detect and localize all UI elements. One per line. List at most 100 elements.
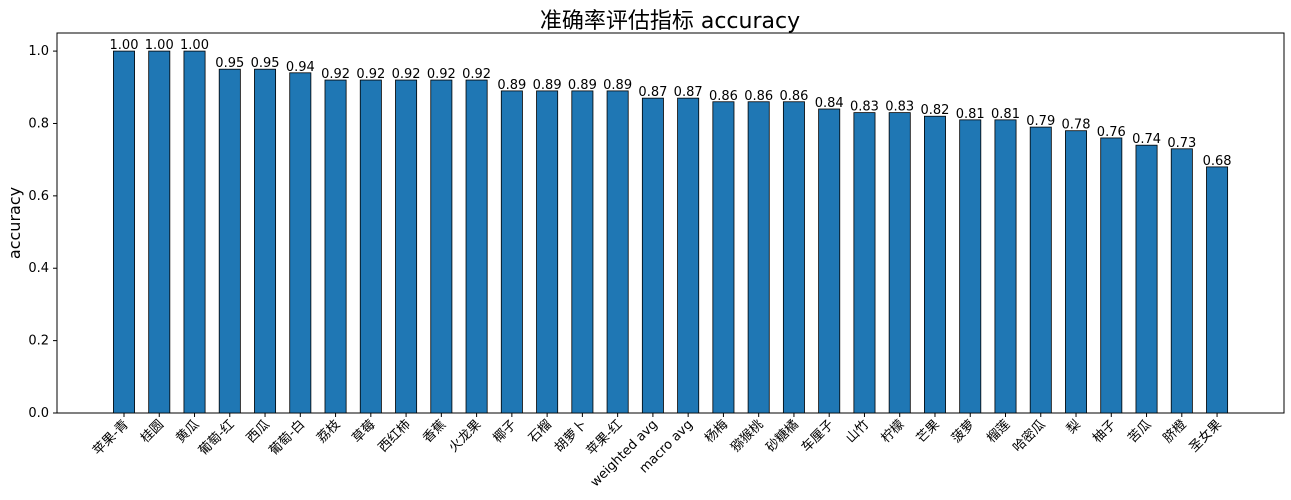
bar — [289, 72, 312, 414]
bar — [1206, 166, 1229, 414]
bar — [888, 112, 911, 414]
data-label: 0.86 — [744, 89, 773, 104]
bar — [359, 79, 382, 414]
bar — [1029, 126, 1052, 414]
bar — [571, 90, 594, 414]
bar — [924, 115, 946, 414]
data-label: 0.73 — [1167, 136, 1196, 151]
bar — [994, 119, 1017, 414]
x-tick-label: 柠檬 — [879, 417, 908, 446]
data-label: 0.68 — [1203, 154, 1232, 169]
bar — [641, 97, 664, 414]
data-label: 0.81 — [991, 107, 1020, 122]
x-tick-label: 黄瓜 — [173, 417, 202, 446]
bar — [1135, 144, 1158, 414]
x-tick-label: 柚子 — [1090, 417, 1119, 446]
x-tick-label: 苦瓜 — [1125, 417, 1155, 447]
chart-title: 准确率评估指标 accuracy — [540, 9, 800, 34]
data-label: 0.92 — [356, 67, 385, 82]
bar — [1100, 137, 1123, 414]
x-tick-label: 葡萄-白 — [266, 417, 308, 459]
data-label: 0.81 — [956, 107, 985, 122]
data-label: 0.78 — [1062, 118, 1091, 133]
x-tick-label: 砂糖橘 — [763, 417, 802, 456]
x-tick-label: 西红柿 — [375, 417, 414, 456]
data-label: 0.89 — [568, 78, 597, 93]
bar — [254, 68, 277, 414]
bar — [712, 101, 735, 414]
y-tick-label: 0.4 — [28, 261, 49, 276]
x-tick-label: 车厘子 — [798, 417, 837, 456]
data-label: 0.94 — [286, 60, 315, 75]
bar — [395, 79, 418, 414]
bar — [677, 97, 700, 414]
y-tick-label: 1.0 — [28, 44, 49, 59]
data-label: 1.00 — [145, 38, 174, 53]
data-label: 0.95 — [251, 56, 280, 71]
bar — [959, 119, 982, 414]
x-tick-label: 猕猴桃 — [728, 417, 766, 455]
data-label: 0.95 — [215, 56, 244, 71]
data-label: 0.84 — [815, 96, 844, 111]
bar — [1170, 148, 1193, 414]
bar — [536, 90, 559, 414]
data-label: 0.89 — [497, 78, 526, 93]
data-label: 0.92 — [392, 67, 421, 82]
x-tick-label: 草莓 — [350, 417, 379, 446]
bar — [606, 90, 629, 414]
y-tick-label: 0.2 — [28, 334, 49, 349]
bar — [818, 108, 841, 414]
x-tick-label: 石榴 — [526, 417, 555, 446]
bar — [430, 79, 453, 414]
data-label: 0.89 — [533, 78, 562, 93]
data-label: 1.00 — [110, 38, 139, 53]
data-label: 0.87 — [674, 85, 703, 100]
y-tick-label: 0.8 — [28, 116, 49, 131]
bar — [183, 50, 206, 414]
data-label: 0.83 — [885, 100, 914, 115]
x-tick-label: 芒果 — [913, 417, 943, 447]
bar — [113, 50, 135, 414]
data-label: 0.92 — [321, 67, 350, 82]
x-tick-label: 梨 — [1064, 417, 1084, 437]
x-tick-label: 葡萄-红 — [195, 417, 237, 459]
data-label: 0.82 — [921, 103, 950, 118]
x-tick-label: 菠萝 — [949, 417, 978, 446]
bar — [782, 101, 805, 414]
data-label: 0.86 — [779, 89, 808, 104]
y-tick-label: 0.6 — [28, 189, 49, 204]
x-tick-label: 脐橙 — [1161, 417, 1190, 446]
data-label: 1.00 — [180, 38, 209, 53]
data-label: 0.86 — [709, 89, 738, 104]
data-label: 0.79 — [1026, 114, 1055, 129]
x-tick-label: 榴莲 — [984, 417, 1013, 446]
bar — [1065, 130, 1087, 414]
data-label: 0.92 — [427, 67, 456, 82]
x-tick-label: 西瓜 — [244, 417, 273, 446]
data-label: 0.76 — [1097, 125, 1126, 140]
y-tick-label: 0.0 — [28, 406, 49, 421]
x-tick-label: 桂圆 — [138, 417, 167, 446]
bar — [500, 90, 523, 414]
y-axis-label: accuracy — [5, 187, 24, 259]
bar — [747, 101, 770, 414]
plot-frame — [56, 32, 1285, 414]
x-tick-label: 哈密瓜 — [1010, 417, 1049, 456]
data-label: 0.87 — [638, 85, 667, 100]
bar — [218, 68, 241, 414]
x-tick-label: 香蕉 — [420, 417, 449, 446]
data-label: 0.83 — [850, 100, 879, 115]
x-tick-label: 山竹 — [843, 417, 872, 446]
x-tick-label: 杨梅 — [702, 417, 731, 446]
x-tick-label: 圣女果 — [1186, 417, 1225, 456]
data-label: 0.89 — [603, 78, 632, 93]
data-label: 0.92 — [462, 67, 491, 82]
x-tick-label: 苹果-青 — [90, 417, 132, 459]
data-label: 0.74 — [1132, 132, 1161, 147]
x-tick-label: 椰子 — [491, 417, 520, 446]
bar — [853, 112, 876, 414]
x-tick-label: 火龙果 — [446, 417, 484, 455]
bar — [465, 79, 488, 414]
